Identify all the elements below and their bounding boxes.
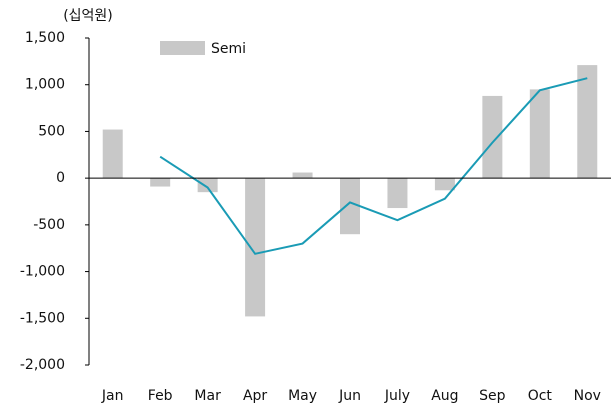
bar (150, 178, 171, 187)
x-tick-label: Feb (148, 388, 173, 404)
y-tick-label: -500 (33, 217, 65, 233)
x-tick-label: July (384, 388, 410, 404)
bar (102, 129, 123, 179)
y-tick-label: -1,500 (20, 310, 65, 326)
bar (482, 95, 503, 179)
y-tick-label: -1,000 (20, 264, 65, 280)
bar (340, 178, 360, 235)
y-tick-label: 1,000 (25, 77, 65, 93)
bar (197, 178, 218, 193)
bar (387, 178, 408, 209)
bar (529, 89, 550, 179)
bar (292, 172, 313, 179)
x-tick-label: May (288, 388, 317, 404)
x-tick-label: Jan (101, 388, 124, 404)
x-tick-label: Mar (194, 388, 221, 404)
line (159, 77, 588, 255)
unit-label: (십억원) (63, 8, 113, 24)
x-tick-label: Aug (431, 388, 458, 404)
legend-swatch (160, 41, 205, 55)
x-tick-label: Apr (243, 388, 267, 404)
y-tick-label: 1,500 (25, 30, 65, 46)
y-tick-label: -2,000 (20, 357, 65, 373)
y-tick-label: 500 (38, 123, 65, 139)
x-tick-label: Sep (479, 388, 506, 404)
bar (434, 178, 455, 191)
x-tick-label: Nov (574, 388, 601, 404)
bar (245, 178, 266, 317)
y-tick-label: 0 (56, 170, 65, 186)
x-tick-label: Jun (338, 388, 361, 404)
legend-label: Semi (211, 41, 246, 57)
bar (577, 65, 598, 179)
x-tick-label: Oct (528, 388, 553, 404)
